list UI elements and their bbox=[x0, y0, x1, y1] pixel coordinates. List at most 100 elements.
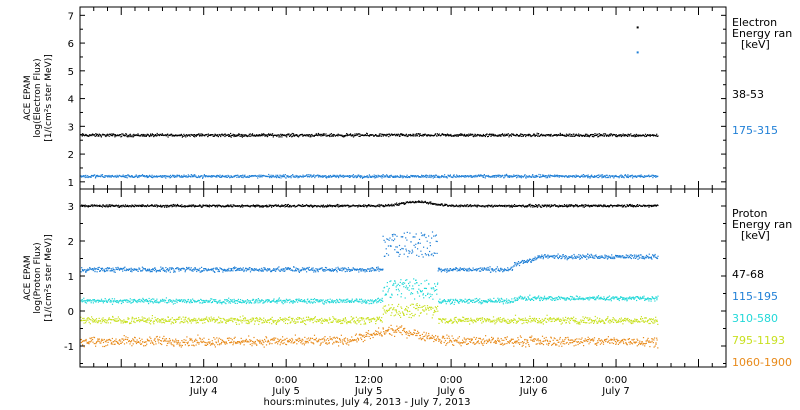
data-point bbox=[119, 205, 121, 207]
data-point bbox=[515, 265, 517, 267]
data-point bbox=[497, 176, 499, 178]
data-point bbox=[594, 255, 596, 257]
data-point bbox=[349, 175, 351, 177]
data-point bbox=[329, 133, 331, 135]
data-point bbox=[158, 301, 160, 303]
data-point bbox=[102, 270, 104, 272]
data-point bbox=[142, 204, 144, 206]
data-point bbox=[121, 268, 123, 270]
data-point bbox=[366, 132, 368, 134]
data-point bbox=[282, 174, 285, 176]
data-point bbox=[432, 203, 434, 205]
data-point bbox=[530, 258, 532, 261]
data-point bbox=[280, 133, 282, 135]
data-point bbox=[539, 257, 541, 259]
data-point bbox=[337, 266, 339, 268]
data-point bbox=[513, 134, 515, 136]
data-point bbox=[285, 267, 287, 269]
data-point bbox=[621, 205, 623, 207]
data-point bbox=[224, 206, 226, 208]
data-point bbox=[229, 135, 231, 137]
data-point bbox=[202, 204, 204, 206]
data-point bbox=[366, 134, 368, 136]
data-point bbox=[284, 206, 286, 208]
data-point bbox=[358, 204, 360, 206]
data-point bbox=[359, 268, 361, 270]
data-point bbox=[221, 303, 223, 305]
data-point bbox=[470, 205, 472, 207]
data-point bbox=[303, 299, 306, 301]
data-point bbox=[195, 135, 197, 137]
data-point bbox=[138, 134, 140, 136]
data-point bbox=[195, 175, 197, 177]
data-point bbox=[354, 269, 356, 271]
data-point bbox=[322, 175, 324, 177]
data-point bbox=[160, 206, 162, 208]
data-point bbox=[564, 134, 566, 136]
data-point bbox=[539, 255, 541, 258]
data-point bbox=[155, 134, 157, 136]
data-point bbox=[161, 298, 164, 300]
data-point bbox=[206, 204, 209, 206]
data-point bbox=[281, 204, 283, 206]
data-point bbox=[193, 268, 195, 270]
data-point bbox=[390, 205, 392, 207]
data-point bbox=[199, 271, 201, 273]
data-point bbox=[100, 176, 102, 178]
data-point bbox=[654, 135, 657, 137]
data-point bbox=[114, 205, 117, 207]
data-point bbox=[111, 174, 114, 177]
data-point bbox=[192, 174, 194, 176]
data-point bbox=[120, 136, 122, 138]
data-point bbox=[288, 134, 290, 136]
data-point bbox=[210, 268, 212, 270]
data-point bbox=[632, 205, 634, 208]
data-point bbox=[366, 176, 368, 178]
data-point bbox=[123, 134, 126, 136]
data-point bbox=[202, 302, 204, 304]
data-point bbox=[543, 205, 545, 208]
data-point bbox=[551, 255, 553, 258]
data-point bbox=[476, 270, 478, 272]
data-point bbox=[114, 134, 117, 136]
data-point bbox=[320, 134, 322, 136]
data-point bbox=[582, 176, 584, 178]
data-point bbox=[207, 133, 209, 135]
data-point bbox=[604, 133, 606, 135]
data-point bbox=[286, 136, 288, 138]
data-point bbox=[91, 205, 93, 207]
data-point bbox=[179, 135, 181, 137]
data-point bbox=[277, 267, 279, 269]
data-point bbox=[270, 270, 273, 273]
data-point bbox=[323, 206, 325, 208]
data-point bbox=[396, 246, 398, 248]
data-point bbox=[91, 134, 93, 136]
data-point bbox=[226, 204, 229, 206]
data-point bbox=[122, 204, 124, 206]
data-point bbox=[409, 251, 411, 253]
data-point bbox=[464, 176, 466, 178]
data-point bbox=[354, 175, 356, 177]
data-point bbox=[547, 257, 549, 259]
data-point bbox=[151, 271, 153, 273]
data-point bbox=[490, 205, 492, 207]
data-point bbox=[474, 135, 476, 137]
data-point bbox=[371, 205, 373, 207]
data-point bbox=[470, 175, 473, 177]
data-point bbox=[418, 135, 420, 137]
data-point bbox=[210, 269, 213, 271]
data-point bbox=[246, 205, 248, 207]
data-point bbox=[220, 206, 223, 208]
data-point bbox=[444, 203, 446, 205]
data-point bbox=[350, 175, 352, 177]
data-point bbox=[619, 135, 621, 137]
data-point bbox=[143, 205, 145, 207]
data-point bbox=[571, 135, 573, 137]
data-point bbox=[406, 135, 408, 137]
data-point bbox=[440, 271, 442, 273]
data-point bbox=[216, 301, 218, 303]
data-point bbox=[523, 262, 525, 264]
data-point bbox=[324, 206, 326, 208]
data-point bbox=[394, 249, 396, 251]
data-point bbox=[561, 133, 563, 136]
